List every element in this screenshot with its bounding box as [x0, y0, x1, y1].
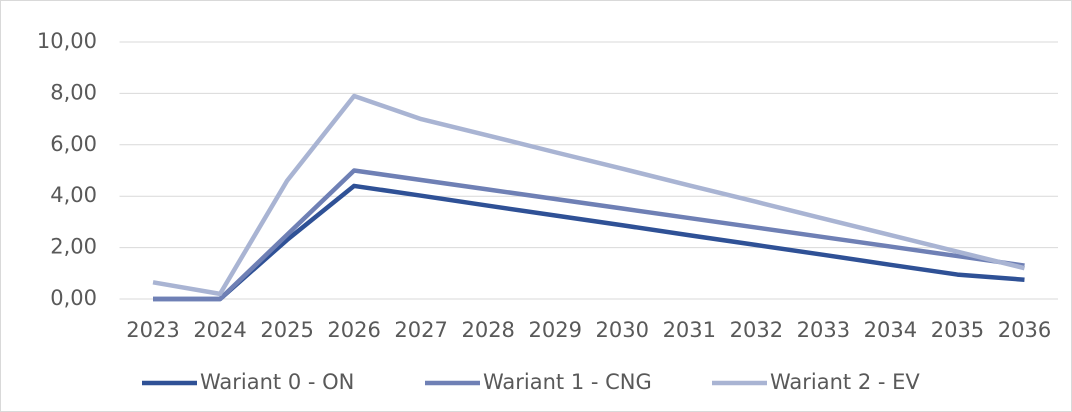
y-tick-label: 6,00	[50, 132, 97, 156]
legend-label: Wariant 1 - CNG	[483, 370, 652, 394]
series-line	[152, 93, 1026, 297]
x-tick-label: 2029	[529, 318, 582, 342]
x-tick-label: 2024	[193, 318, 246, 342]
x-tick-label: 2026	[327, 318, 380, 342]
x-tick-label: 2035	[931, 318, 984, 342]
y-tick-label: 4,00	[50, 183, 97, 207]
y-tick-label: 10,00	[37, 29, 97, 53]
y-tick-label: 0,00	[50, 286, 97, 310]
x-tick-label: 2036	[998, 318, 1051, 342]
x-tick-label: 2023	[126, 318, 179, 342]
y-tick-label: 2,00	[50, 235, 97, 259]
x-tick-label: 2031	[663, 318, 716, 342]
x-tick-label: 2030	[596, 318, 649, 342]
x-tick-label: 2027	[394, 318, 447, 342]
x-tick-label: 2032	[730, 318, 783, 342]
series-line	[153, 183, 1025, 302]
x-tick-label: 2028	[461, 318, 514, 342]
x-tick-label: 2025	[260, 318, 313, 342]
legend-label: Wariant 2 - EV	[770, 370, 920, 394]
x-tick-label: 2033	[797, 318, 850, 342]
series-line	[153, 168, 1025, 302]
legend-label: Wariant 0 - ON	[200, 370, 354, 394]
y-tick-label: 8,00	[50, 80, 97, 104]
x-tick-label: 2034	[864, 318, 917, 342]
